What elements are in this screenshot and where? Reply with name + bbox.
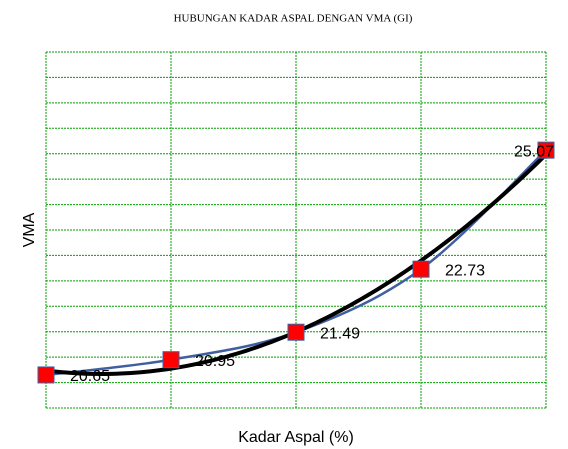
data-label: 20.95 — [195, 353, 235, 370]
marker — [37, 366, 55, 384]
chart-title: HUBUNGAN KADAR ASPAL DENGAN VMA (GI) — [174, 13, 413, 25]
marker — [537, 141, 555, 159]
data-label: 25.07 — [514, 143, 554, 160]
marker — [412, 260, 430, 278]
data-label: 22.73 — [445, 262, 485, 279]
marker — [162, 351, 180, 369]
data-label: 20.65 — [70, 368, 110, 385]
x-axis-label: Kadar Aspal (%) — [238, 429, 354, 446]
y-axis-label: VMA — [21, 212, 38, 247]
marker — [287, 323, 305, 341]
data-label: 21.49 — [320, 325, 360, 342]
